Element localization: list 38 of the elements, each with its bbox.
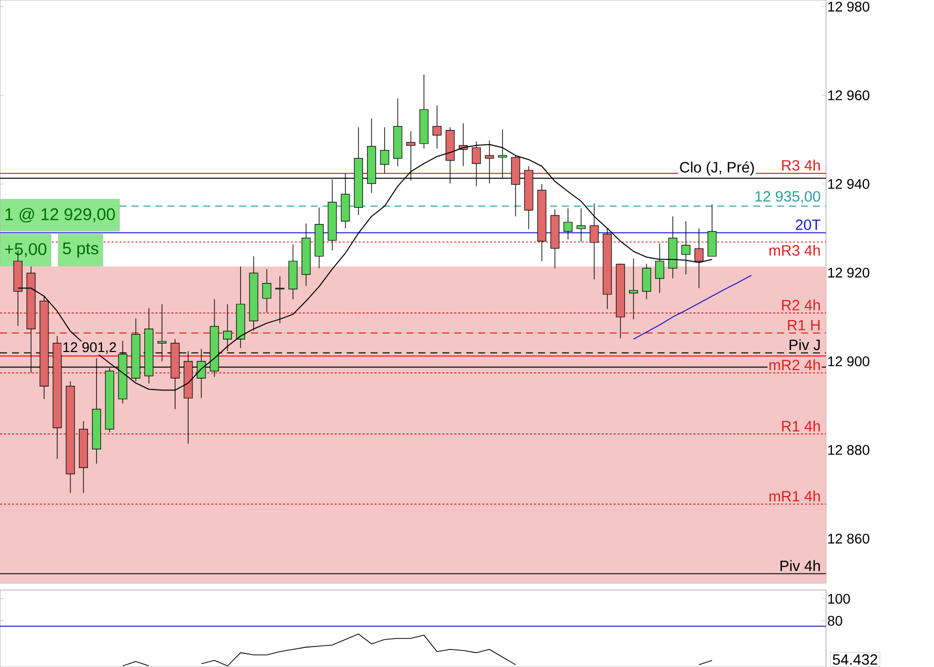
candlestick <box>629 258 638 320</box>
candlestick <box>262 268 272 313</box>
y-tick-label: 12 960 <box>828 90 870 100</box>
candlestick <box>590 203 599 280</box>
candlestick <box>576 208 586 242</box>
ref-line-label: mR3 4h <box>769 244 820 256</box>
ref-line-label: R3 4h <box>782 160 820 171</box>
candlestick <box>432 105 442 149</box>
text: 54.432 <box>832 654 878 665</box>
candlestick <box>694 228 704 289</box>
ref-line-label: mR2 4h <box>769 359 820 370</box>
annotation: 12 901,2 <box>63 342 116 354</box>
y-tick-label: 12 900 <box>828 356 870 366</box>
candlestick <box>275 276 284 324</box>
candlestick <box>642 263 652 300</box>
ref-line-label: R2 4h <box>782 299 820 310</box>
ref-line-label: Piv J <box>790 339 820 350</box>
candlestick <box>655 243 664 294</box>
ref-line-label: R1 4h <box>782 420 820 432</box>
ref-line-label: 12 935,00 <box>755 191 820 204</box>
y-tick-label: 80 <box>828 616 842 626</box>
y-tick-label: 12 940 <box>828 179 870 189</box>
y-tick-label: 12 980 <box>828 2 870 12</box>
ref-line-label: 20T <box>796 219 820 230</box>
y-tick-label: 12 860 <box>828 534 870 544</box>
ref-line-label: mR1 4h <box>769 490 820 502</box>
ref-line-label: Clo (J, Pré) <box>680 161 754 176</box>
y-tick-label: 12 920 <box>828 268 870 278</box>
y-tick-label: 100 <box>828 594 850 604</box>
annotation: 1 @ 12 929,00 <box>5 208 115 222</box>
candlestick <box>681 220 690 275</box>
y-tick-label: 12 880 <box>828 445 870 455</box>
candlestick <box>380 126 390 174</box>
ref-line-label: R1 H <box>788 320 820 330</box>
ref-line-label: Piv 4h <box>780 560 820 571</box>
annotation: 5 pts <box>62 242 98 258</box>
candlestick <box>564 208 572 240</box>
annotation: +5,00 <box>5 243 46 258</box>
